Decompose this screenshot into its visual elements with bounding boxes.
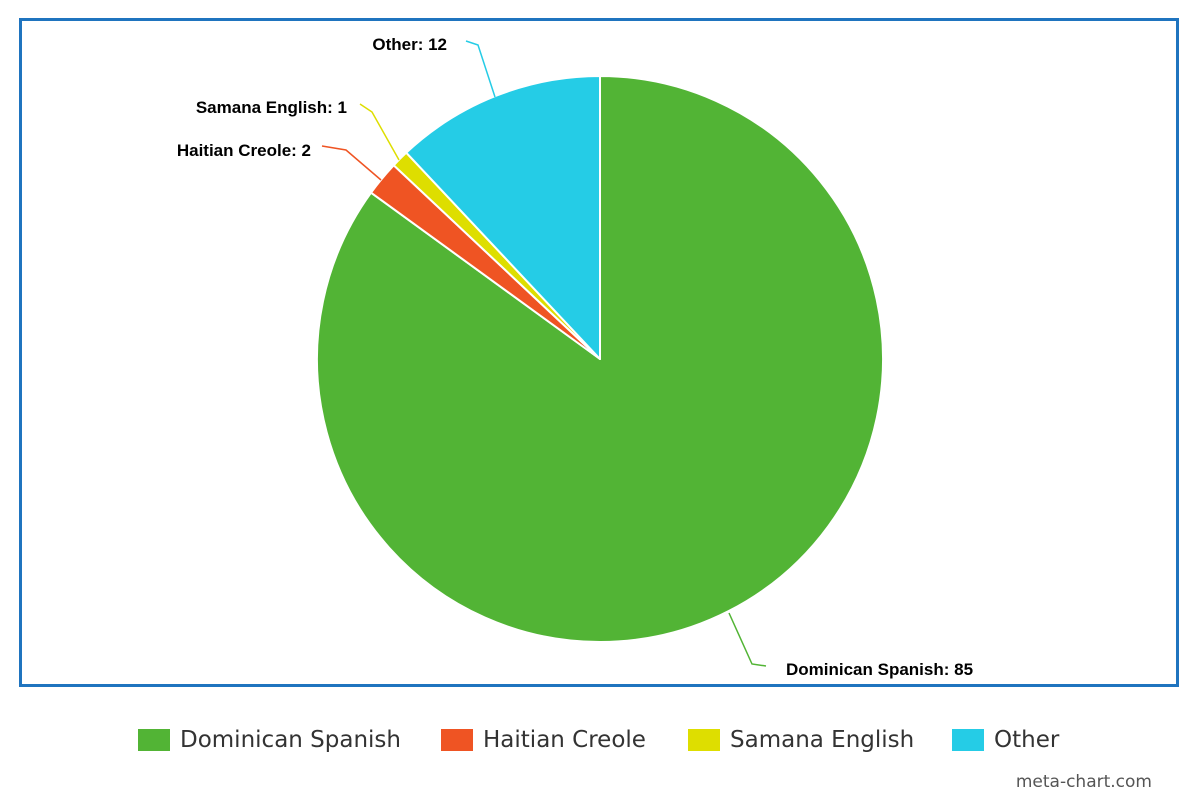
legend: Dominican Spanish Haitian Creole Samana En… [0, 722, 1200, 758]
data-label-samana-english: Samana English: 1 [196, 98, 347, 117]
legend-item-other[interactable]: Other [952, 722, 1059, 758]
legend-label: Samana English [730, 727, 915, 753]
connector-haitian-creole [321, 145, 382, 181]
legend-swatch [441, 729, 473, 751]
data-label-haitian-creole: Haitian Creole: 2 [177, 141, 311, 160]
data-label-dominican-spanish: Dominican Spanish: 85 [786, 660, 973, 679]
connector-samana-english [359, 103, 400, 161]
legend-label: Haitian Creole [483, 727, 646, 753]
legend-label: Other [994, 727, 1060, 753]
legend-swatch [138, 729, 170, 751]
legend-swatch [952, 729, 984, 751]
legend-swatch [688, 729, 720, 751]
legend-item-haitian-creole[interactable]: Haitian Creole [441, 722, 646, 758]
data-label-other: Other: 12 [372, 35, 447, 54]
chart-frame [19, 18, 1179, 687]
legend-item-dominican-spanish[interactable]: Dominican Spanish [138, 722, 401, 758]
connector-dominican-spanish [728, 612, 767, 667]
pie-slice-other[interactable] [405, 75, 601, 360]
legend-label: Dominican Spanish [180, 727, 401, 753]
credit-text[interactable]: meta-chart.com [1015, 772, 1152, 792]
connector-other [465, 40, 496, 98]
legend-item-samana-english[interactable]: Samana English [688, 722, 914, 758]
